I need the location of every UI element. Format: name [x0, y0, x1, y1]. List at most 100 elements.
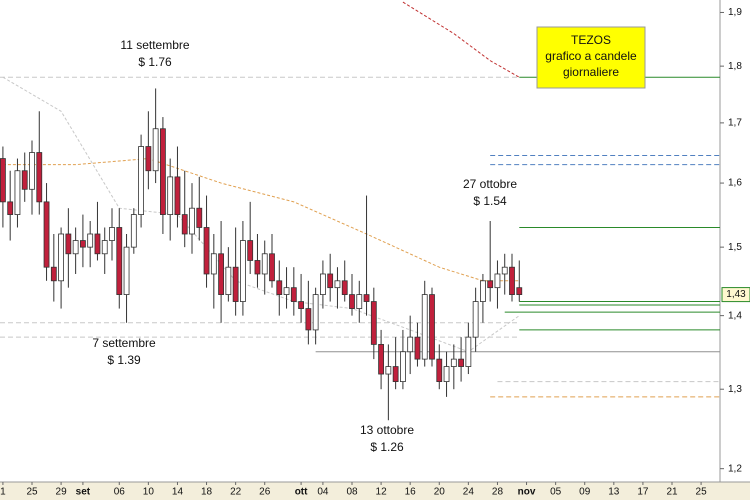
- candle-body: [334, 280, 341, 289]
- y-axis-panel: [720, 0, 750, 482]
- plot-area: [0, 1, 720, 421]
- candle-body: [29, 152, 35, 190]
- x-tick-label: 18: [201, 487, 213, 498]
- axes: 1,2 1,3 1,4 1,5 1,6 1,7 1,8 1,9 1 25 29 set 06 10 14 18…: [0, 7, 750, 498]
- candle-body: [43, 201, 50, 268]
- candle-body: [392, 366, 399, 383]
- candle-body: [385, 366, 392, 375]
- candle-body: [370, 301, 377, 345]
- candle-body: [494, 273, 501, 289]
- y-tick-label: 1,5: [728, 242, 742, 253]
- candle-body: [269, 253, 275, 282]
- candle-body: [80, 240, 86, 248]
- y-tick-label: 1,2: [728, 463, 742, 474]
- candle-body: [94, 233, 101, 255]
- x-tick-label: 06: [114, 487, 126, 498]
- y-tick-label: 1,4: [728, 310, 742, 321]
- x-tick-label: 14: [172, 487, 184, 498]
- x-tick-label: 26: [259, 487, 271, 498]
- candle-body: [174, 176, 181, 215]
- candle-body: [305, 308, 312, 331]
- candle-body: [509, 266, 515, 295]
- x-tick-label: 20: [434, 487, 446, 498]
- candle-body: [501, 266, 508, 275]
- candle-body: [436, 358, 443, 383]
- moving-average: [2, 76, 520, 353]
- candle-body: [261, 253, 268, 275]
- candle-body: [283, 287, 290, 295]
- candle-body: [320, 273, 326, 295]
- candle-body: [254, 260, 261, 275]
- candle-body: [167, 176, 174, 215]
- last-price-label: 1,43: [726, 289, 746, 300]
- candle-body: [327, 273, 334, 289]
- candle-body: [356, 294, 363, 309]
- candle-body: [443, 366, 450, 383]
- candle-body: [465, 336, 472, 367]
- candle-body: [414, 336, 421, 360]
- moving-average: [402, 1, 520, 78]
- candle-body: [87, 233, 94, 248]
- x-tick-label: 04: [317, 487, 329, 498]
- candle-body: [363, 294, 370, 302]
- annotation: $ 1.54: [473, 194, 507, 208]
- candle-body: [232, 266, 239, 302]
- x-tick-label: 22: [230, 487, 242, 498]
- info-box-text: TEZOS: [571, 33, 611, 47]
- candle-body: [152, 128, 159, 172]
- y-tick-label: 1,8: [728, 61, 742, 72]
- moving-average: [2, 158, 520, 282]
- candle-body: [0, 158, 6, 203]
- x-tick-label: 24: [463, 487, 475, 498]
- candle-body: [516, 287, 523, 295]
- x-tick-label: 10: [143, 487, 155, 498]
- candle-body: [480, 280, 486, 302]
- candle-body: [65, 233, 72, 255]
- candle-body: [458, 358, 464, 367]
- x-tick-label: 21: [666, 487, 678, 498]
- candle-body: [400, 351, 406, 383]
- candle-body: [312, 294, 319, 331]
- candle-body: [210, 253, 217, 275]
- x-tick-label: ott: [295, 487, 308, 498]
- x-tick-label: 17: [637, 487, 649, 498]
- candle-body: [421, 294, 428, 360]
- candle-body: [196, 207, 203, 228]
- candle-body: [160, 128, 166, 215]
- candle-body: [290, 287, 297, 302]
- annotation: 13 ottobre: [360, 423, 414, 437]
- annotation: 11 settembre: [120, 38, 189, 52]
- annotation: $ 1.39: [107, 353, 141, 367]
- candle-body: [123, 246, 130, 295]
- candle-body: [341, 280, 348, 295]
- candle-body: [130, 214, 137, 248]
- candle-body: [189, 207, 195, 235]
- y-tick-label: 1,6: [728, 178, 742, 189]
- candle-body: [21, 170, 28, 190]
- info-box-text: grafico a candele: [545, 49, 637, 63]
- info-box: [536, 26, 646, 89]
- candle-body: [276, 280, 283, 295]
- candle-body: [487, 280, 494, 289]
- candle-body: [36, 152, 43, 203]
- annotation: $ 1.26: [370, 440, 404, 454]
- annotation: $ 1.76: [138, 55, 172, 69]
- candle-body: [14, 170, 21, 215]
- x-tick-label: 25: [696, 487, 708, 498]
- candle-body: [109, 227, 115, 241]
- candle-body: [472, 301, 479, 338]
- last-price-box: [721, 287, 750, 303]
- x-tick-label: 25: [26, 487, 38, 498]
- x-tick-label: 29: [56, 487, 68, 498]
- candle-body: [7, 201, 14, 215]
- x-tick-label: 1: [0, 487, 6, 498]
- x-tick-label: 08: [346, 487, 358, 498]
- candle-body: [240, 240, 246, 302]
- candle-body: [72, 240, 79, 255]
- candle-body: [429, 294, 435, 360]
- candle-body: [203, 227, 210, 275]
- y-tick-label: 1,3: [728, 384, 742, 395]
- y-tick-label: 1,9: [728, 7, 742, 18]
